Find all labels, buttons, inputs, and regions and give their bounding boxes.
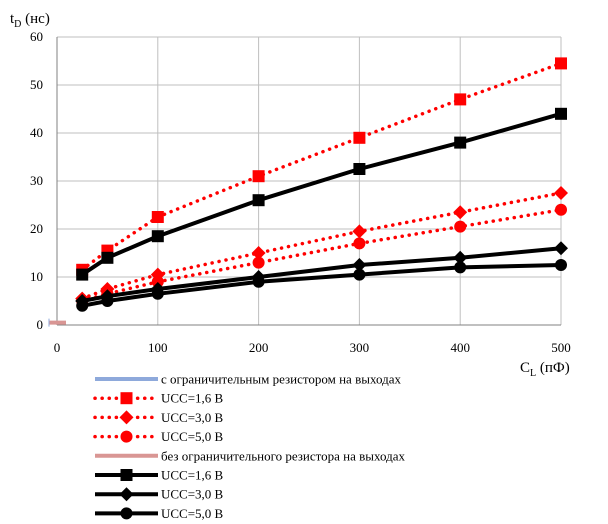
series-5 xyxy=(76,107,567,281)
marker-square xyxy=(252,194,265,207)
series-7 xyxy=(76,259,567,312)
marker-circle xyxy=(151,275,164,288)
marker-circle xyxy=(101,295,114,307)
legend: с ограничительным резистором на выходах U… xyxy=(93,372,406,521)
legend-entry-2: UCC=3,0 В xyxy=(93,410,224,425)
y-tick-label: 60 xyxy=(30,29,43,44)
x-axis-title: CL (пФ) xyxy=(520,360,570,379)
marker-diamond xyxy=(352,224,367,239)
marker-diamond xyxy=(119,410,134,425)
marker-diamond xyxy=(352,258,367,272)
marker-diamond xyxy=(251,246,266,260)
marker-circle xyxy=(353,237,366,250)
legend-label: UCC=3,0 В xyxy=(161,487,224,502)
marker-square xyxy=(151,211,164,223)
x-tick-label: 200 xyxy=(249,340,269,355)
header-series-marks xyxy=(48,318,66,327)
marker-circle xyxy=(151,287,164,300)
marker-circle xyxy=(252,256,265,269)
legend-entry-3: UCC=5,0 В xyxy=(93,429,224,444)
x-tick-label: 300 xyxy=(350,340,370,355)
marker-diamond xyxy=(453,250,468,265)
marker-circle xyxy=(454,261,467,274)
legend-entry-6: UCC=3,0 В xyxy=(95,487,224,502)
legend-label: UCC=1,6 В xyxy=(161,391,224,406)
y-tick-label: 30 xyxy=(30,173,43,188)
marker-square xyxy=(101,251,114,264)
legend-entry-0: с ограничительным резистором на выходах xyxy=(95,372,401,387)
marker-diamond xyxy=(453,205,468,220)
legend-entry-4: без ограничительного резистора на выхода… xyxy=(95,448,406,463)
marker-square xyxy=(454,93,467,106)
legend-label: UCC=5,0 В xyxy=(161,506,224,521)
tick-labels: 0 10 20 30 40 50 60 0 100 200 300 400 500 xyxy=(30,29,571,355)
marker-square xyxy=(353,131,366,144)
legend-label: с ограничительным резистором на выходах xyxy=(161,372,401,387)
marker-circle xyxy=(555,259,567,271)
marker-square xyxy=(252,170,265,183)
series-1 xyxy=(76,57,567,276)
legend-label: UCC=3,0 В xyxy=(161,410,224,425)
marker-circle xyxy=(353,268,366,281)
legend-label: UCC=5,0 В xyxy=(161,429,224,444)
marker-square xyxy=(76,268,89,281)
y-axis-title: tD (нс) xyxy=(10,11,50,30)
y-tick-label: 10 xyxy=(30,269,43,284)
y-tick-label: 50 xyxy=(30,77,43,92)
marker-diamond xyxy=(554,186,568,200)
series-6 xyxy=(75,241,568,308)
y-tick-label: 20 xyxy=(30,221,43,236)
marker-square xyxy=(151,230,164,243)
marker-circle xyxy=(120,507,133,520)
x-tick-label: 400 xyxy=(450,340,470,355)
x-tick-label: 0 xyxy=(54,340,61,355)
legend-entry-1: UCC=1,6 В xyxy=(93,391,224,406)
marker-circle xyxy=(252,275,265,288)
x-tick-label: 100 xyxy=(148,340,168,355)
marker-square xyxy=(120,469,133,481)
marker-circle xyxy=(76,299,89,312)
grid xyxy=(57,36,562,325)
series-2 xyxy=(75,186,568,306)
legend-label: без ограничительного резистора на выхода… xyxy=(161,448,406,463)
marker-square xyxy=(120,392,133,405)
legend-label: UCC=1,6 В xyxy=(161,468,224,483)
y-tick-label: 40 xyxy=(30,125,43,140)
legend-entry-7: UCC=5,0 В xyxy=(95,506,224,521)
marker-diamond xyxy=(119,487,134,502)
marker-circle xyxy=(555,203,567,216)
marker-square xyxy=(454,136,467,149)
marker-diamond xyxy=(554,241,568,256)
legend-entry-5: UCC=1,6 В xyxy=(95,468,224,483)
series-line xyxy=(80,111,563,277)
series-layer xyxy=(48,57,568,327)
marker-circle xyxy=(120,430,133,443)
marker-circle xyxy=(454,220,467,233)
marker-square xyxy=(353,163,366,175)
axes xyxy=(56,37,561,326)
y-tick-label: 0 xyxy=(37,317,44,332)
marker-square xyxy=(555,107,567,120)
marker-square xyxy=(555,57,567,70)
x-tick-label: 500 xyxy=(551,340,571,355)
